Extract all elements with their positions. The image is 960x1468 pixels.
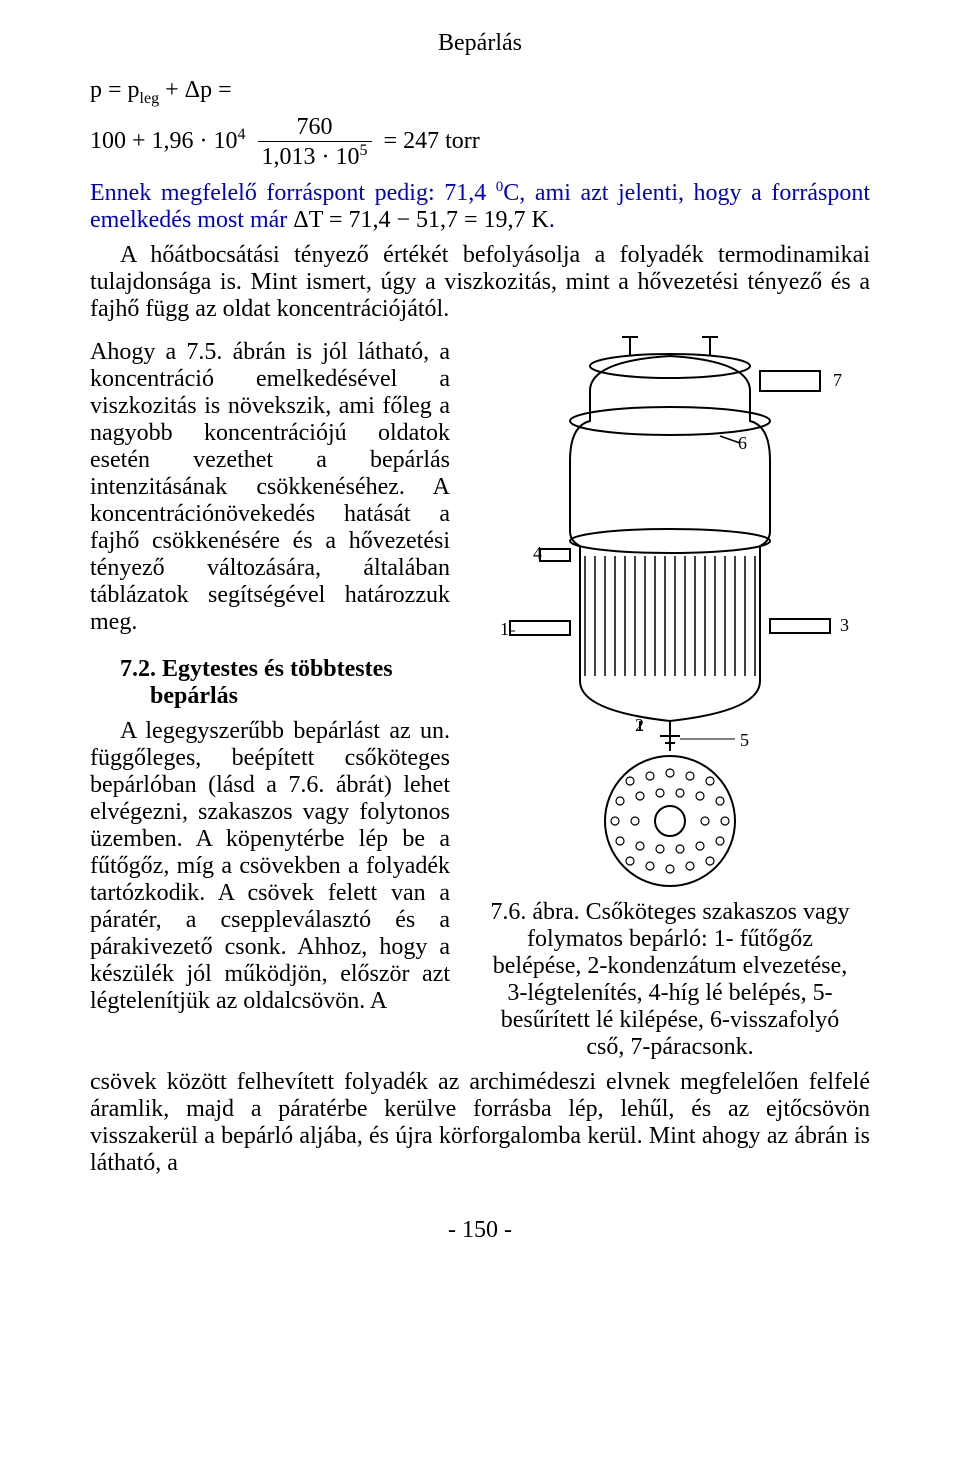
p1-pre: Ennek megfelelő forráspont pedig: 71,4 <box>90 180 496 206</box>
eq2-a: 100 + 1,96 · 10 <box>90 128 238 154</box>
two-column-region: Ahogy a 7.5. ábrán is jól látható, a kon… <box>90 331 870 1061</box>
eq1-sub: leg <box>140 90 160 107</box>
evaporator-diagram: 1 2 3 4 5 6 7 <box>480 331 860 891</box>
section-title: 7.2. Egytestes és többtestes bepárlás <box>120 656 450 710</box>
eq2-den: 1,013 · 105 <box>258 142 372 171</box>
paragraph-2-full: A hőátbocsátási tényező értékét befolyás… <box>90 242 870 323</box>
p1-dt: ΔT = 71,4 − 51,7 = 19,7 K <box>293 207 549 233</box>
label-4: 4 <box>533 543 542 563</box>
right-column: 1 2 3 4 5 6 7 7.6. ábra. Csőköteges szak… <box>470 331 870 1061</box>
eq1-mid: + Δp = <box>159 77 232 103</box>
eq2-den-exp: 5 <box>360 142 368 159</box>
label-2: 2 <box>635 715 644 735</box>
label-3: 3 <box>840 615 849 635</box>
label-5: 5 <box>740 730 749 750</box>
eq1-left: p = p <box>90 77 140 103</box>
figure-caption: 7.6. ábra. Csőköteges szakaszos vagy fol… <box>470 899 870 1061</box>
eq2-num: 760 <box>258 114 372 142</box>
eq2-den-a: 1,013 · 10 <box>262 144 360 170</box>
label-7: 7 <box>833 370 842 390</box>
paragraph-1: Ennek megfelelő forráspont pedig: 71,4 0… <box>90 179 870 234</box>
paragraph-3-full: csövek között felhevített folyadék az ar… <box>90 1069 870 1177</box>
eq2-result: = 247 torr <box>384 128 480 154</box>
paragraph-3-left: A legegyszerűbb bepárlást az un. függőle… <box>90 718 450 1015</box>
equation-line-1: p = pleg + Δp = <box>90 77 870 108</box>
eq2-exp4: 4 <box>238 126 246 143</box>
paragraph-2-left: Ahogy a 7.5. ábrán is jól látható, a kon… <box>90 339 450 636</box>
label-1: 1 <box>500 619 509 639</box>
left-column: Ahogy a 7.5. ábrán is jól látható, a kon… <box>90 331 450 1023</box>
equation-line-2: 100 + 1,96 · 104 760 1,013 · 105 = 247 t… <box>90 114 870 171</box>
label-6: 6 <box>738 433 747 453</box>
eq2-fraction: 760 1,013 · 105 <box>258 114 372 171</box>
p1-end: . <box>549 207 555 233</box>
page-footer: - 150 - <box>90 1217 870 1244</box>
page-header: Bepárlás <box>90 30 870 57</box>
